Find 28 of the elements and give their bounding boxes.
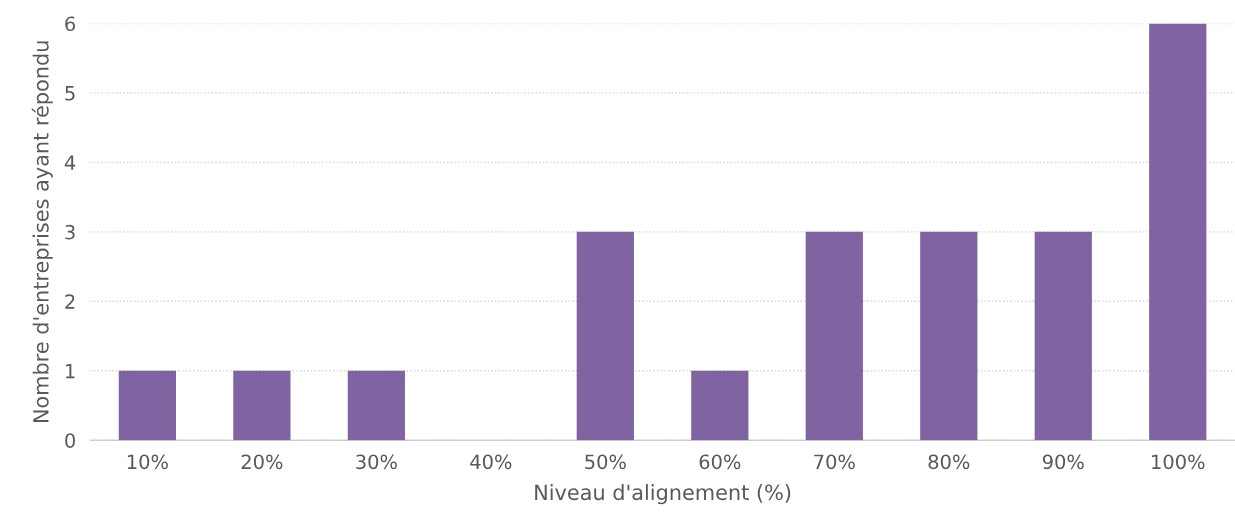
bar bbox=[1149, 23, 1207, 441]
y-axis-title: Nombre d'entreprises ayant répondu bbox=[31, 41, 53, 423]
x-tick-label: 90% bbox=[1042, 454, 1084, 470]
x-tick-label: 80% bbox=[928, 454, 970, 470]
x-tick-label: 70% bbox=[814, 454, 855, 470]
bar bbox=[920, 231, 978, 441]
x-tick-label: 10% bbox=[127, 454, 168, 470]
x-tick-label: 100% bbox=[1152, 454, 1205, 470]
x-tick-label: 30% bbox=[356, 454, 397, 470]
x-tick-label: 20% bbox=[241, 454, 283, 470]
x-axis-title: Niveau d'alignement (%) bbox=[535, 484, 791, 505]
y-tick-label: 0 bbox=[65, 433, 75, 448]
bar bbox=[576, 231, 634, 441]
bar bbox=[1034, 231, 1092, 441]
bar bbox=[805, 231, 863, 441]
y-tick-label: 6 bbox=[65, 16, 76, 32]
bar bbox=[233, 370, 291, 441]
bar bbox=[347, 370, 405, 441]
y-tick-label: 3 bbox=[65, 224, 75, 240]
bar bbox=[691, 370, 749, 441]
y-tick-label: 4 bbox=[64, 155, 76, 170]
x-tick-label: 50% bbox=[585, 454, 626, 470]
x-tick-label: 40% bbox=[470, 454, 512, 470]
x-tick-label: 60% bbox=[699, 454, 741, 470]
y-tick-label: 1 bbox=[66, 363, 75, 379]
y-tick-label: 2 bbox=[65, 294, 75, 309]
y-tick-label: 5 bbox=[65, 86, 75, 101]
bar bbox=[118, 370, 177, 441]
